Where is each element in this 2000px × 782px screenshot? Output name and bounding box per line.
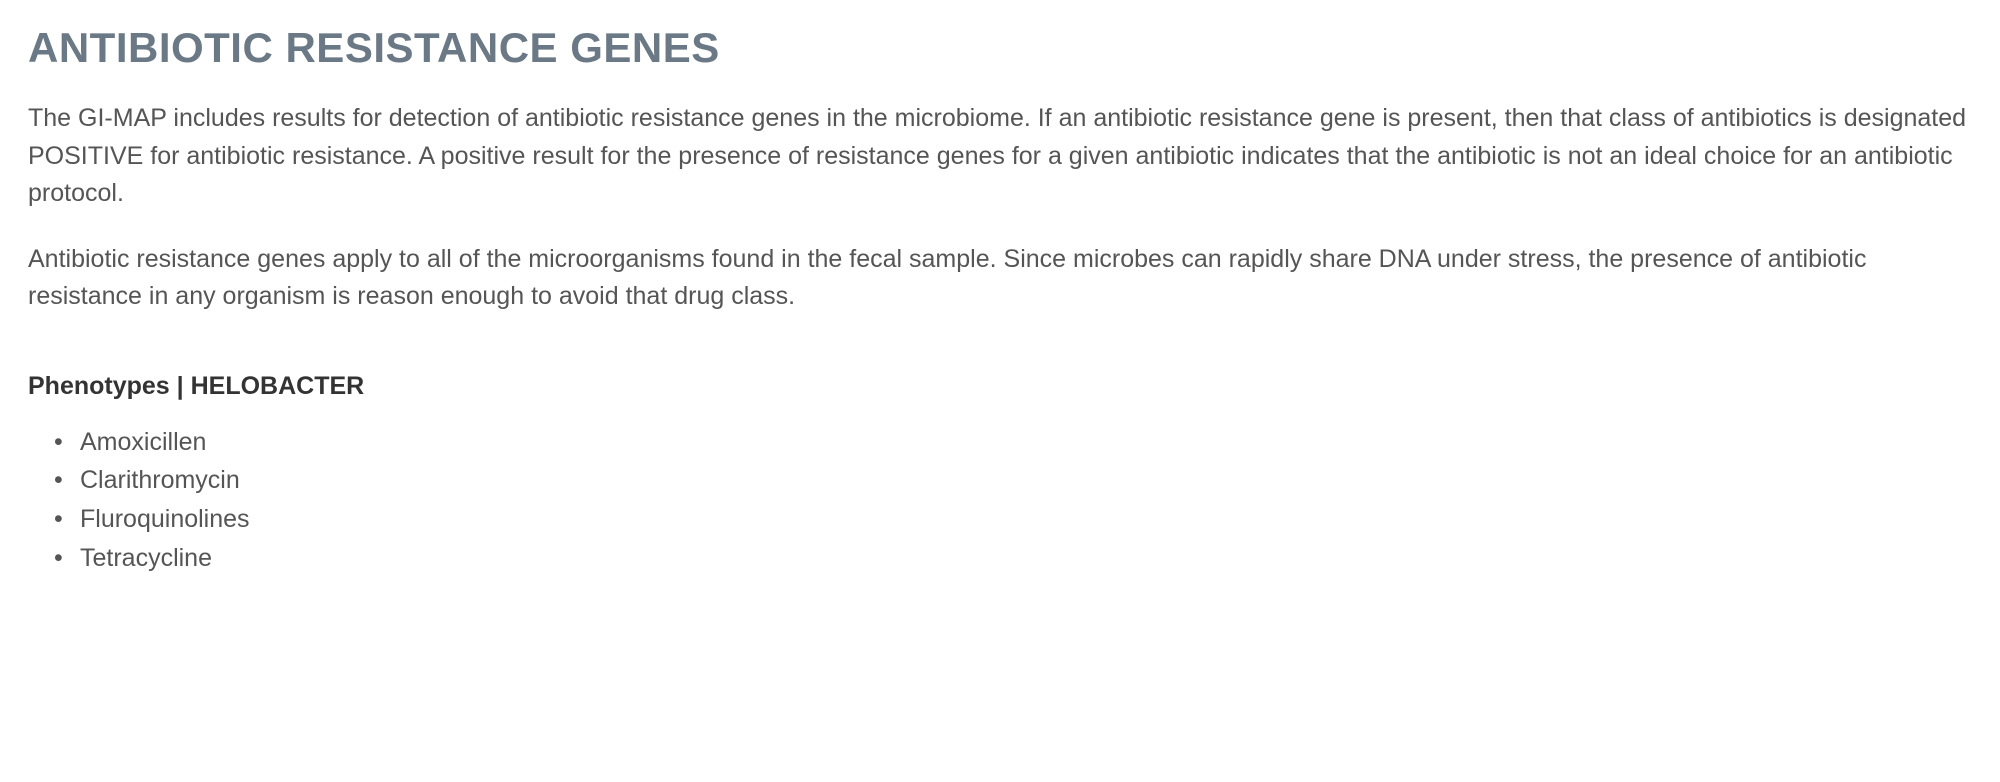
- list-item: Clarithromycin: [80, 461, 1972, 500]
- list-item: Amoxicillen: [80, 423, 1972, 462]
- section-heading: ANTIBIOTIC RESISTANCE GENES: [28, 24, 1972, 72]
- phenotypes-list: Amoxicillen Clarithromycin Fluroquinolin…: [28, 423, 1972, 578]
- paragraph-1: The GI-MAP includes results for detectio…: [28, 100, 1972, 213]
- list-item: Tetracycline: [80, 539, 1972, 578]
- phenotypes-subheading: Phenotypes | HELOBACTER: [28, 372, 1972, 401]
- paragraph-2: Antibiotic resistance genes apply to all…: [28, 241, 1972, 316]
- list-item: Fluroquinolines: [80, 500, 1972, 539]
